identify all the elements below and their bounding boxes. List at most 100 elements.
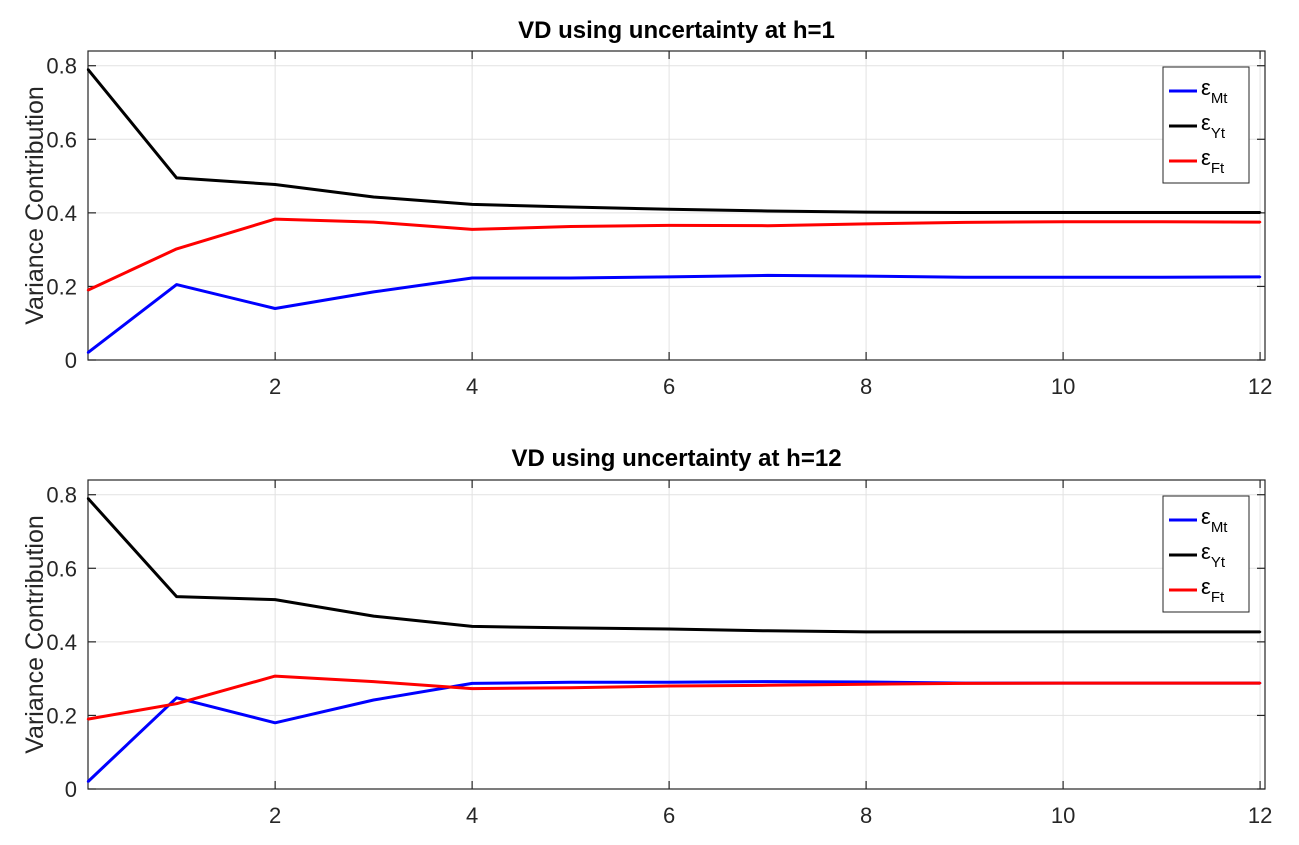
- data-point: [766, 684, 769, 687]
- series-mt: [86, 273, 1262, 354]
- data-point: [569, 686, 572, 689]
- data-point: [175, 283, 178, 286]
- data-point: [86, 717, 90, 721]
- data-point: [667, 275, 671, 279]
- data-point: [667, 684, 671, 688]
- data-point: [86, 351, 90, 354]
- x-tick-label: 2: [269, 374, 281, 399]
- data-point: [569, 681, 572, 684]
- data-point: [86, 68, 90, 71]
- x-tick-label: 2: [269, 803, 281, 828]
- data-point: [1061, 211, 1065, 214]
- data-point: [470, 625, 474, 628]
- data-point: [667, 681, 671, 684]
- x-tick-label: 10: [1051, 803, 1075, 828]
- x-tick-label: 12: [1248, 374, 1272, 399]
- data-point: [470, 228, 474, 231]
- data-point: [372, 220, 375, 224]
- data-point: [569, 276, 572, 280]
- y-tick-label: 0.4: [46, 630, 77, 655]
- series-ft: [86, 217, 1262, 292]
- data-point: [569, 225, 572, 228]
- y-axis-label: Variance Contribution: [21, 86, 49, 325]
- data-point: [1160, 630, 1163, 634]
- data-point: [273, 217, 277, 221]
- data-point: [766, 680, 769, 683]
- data-point: [372, 698, 375, 702]
- y-axis-label: Variance Contribution: [21, 515, 49, 754]
- data-point: [1160, 220, 1163, 223]
- axes-box: [87, 50, 1266, 361]
- data-point: [175, 176, 178, 180]
- data-point: [470, 276, 474, 280]
- data-point: [1160, 276, 1163, 279]
- axes-box: [87, 479, 1266, 790]
- x-tick-label: 8: [860, 803, 872, 828]
- x-tick-label: 8: [860, 374, 872, 399]
- y-tick-label: 0.6: [46, 127, 77, 152]
- data-point: [372, 195, 375, 199]
- data-point: [273, 721, 277, 724]
- data-point: [766, 629, 769, 632]
- data-point: [1258, 275, 1262, 279]
- y-tick-label: 0.2: [46, 703, 77, 728]
- data-point: [864, 680, 868, 684]
- data-point: [1160, 681, 1163, 685]
- y-tick-label: 0.2: [46, 274, 77, 299]
- data-point: [372, 680, 375, 683]
- data-point: [963, 221, 966, 224]
- x-tick-label: 6: [663, 374, 675, 399]
- data-point: [470, 682, 474, 685]
- data-point: [864, 274, 868, 278]
- data-point: [1160, 211, 1163, 214]
- data-point: [963, 630, 966, 634]
- legend-label: εYt: [1201, 539, 1226, 571]
- legend-label: εFt: [1201, 574, 1225, 606]
- data-point: [1061, 276, 1065, 279]
- subplot-1: 2 4 6 8 10 12 0 0.2 0.4 0.6 0.8 VD using uncertaint…: [21, 17, 1272, 399]
- x-tick-label: 4: [466, 374, 478, 399]
- x-tick-label: 10: [1051, 374, 1075, 399]
- data-point: [175, 247, 178, 251]
- data-point: [273, 307, 277, 310]
- data-point: [864, 210, 868, 214]
- legend-label: εMt: [1201, 75, 1228, 107]
- data-point: [470, 687, 474, 690]
- plot-area: [88, 480, 1265, 789]
- data-point: [86, 288, 90, 292]
- data-point: [273, 598, 277, 601]
- data-point: [667, 627, 671, 631]
- data-point: [667, 224, 671, 227]
- y-tick-label: 0: [65, 777, 77, 802]
- data-point: [963, 276, 966, 279]
- data-point: [175, 702, 178, 705]
- data-point: [963, 211, 966, 214]
- data-point: [372, 614, 375, 618]
- data-point: [766, 209, 769, 213]
- chart-title: VD using uncertainty at h=12: [511, 445, 841, 472]
- data-point: [1061, 681, 1065, 685]
- data-point: [175, 696, 178, 699]
- y-tick-label: 0.4: [46, 201, 77, 226]
- data-point: [864, 222, 868, 226]
- data-point: [864, 683, 868, 686]
- subplot-2: 2 4 6 8 10 12 0 0.2 0.4 0.6 0.8 VD using uncertaint…: [21, 445, 1272, 828]
- data-point: [372, 290, 375, 294]
- data-point: [1061, 630, 1065, 634]
- data-point: [1258, 681, 1262, 685]
- data-point: [1258, 220, 1262, 224]
- series-yt: [86, 68, 1262, 214]
- series-ft: [86, 674, 1262, 721]
- x-tick-label: 6: [663, 803, 675, 828]
- data-point: [1061, 220, 1065, 223]
- legend-label: εYt: [1201, 110, 1226, 142]
- y-tick-label: 0.8: [46, 483, 77, 508]
- data-point: [175, 595, 178, 598]
- data-point: [1258, 630, 1262, 634]
- data-point: [273, 674, 277, 678]
- y-tick-label: 0.8: [46, 54, 77, 79]
- data-point: [963, 682, 966, 685]
- chart-title: VD using uncertainty at h=1: [518, 17, 835, 44]
- legend: εMt εYt εFt: [1162, 495, 1250, 613]
